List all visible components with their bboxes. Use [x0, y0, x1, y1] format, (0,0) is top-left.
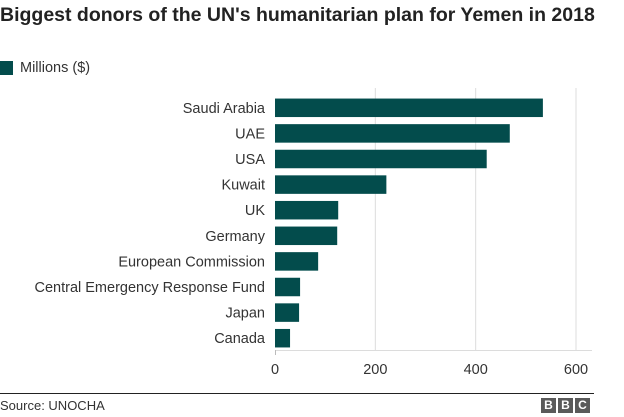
- bar: [275, 303, 300, 322]
- bbc-logo-letter: C: [575, 398, 590, 413]
- category-label: USA: [235, 152, 265, 168]
- bar: [275, 328, 291, 348]
- bar: [275, 200, 339, 220]
- bar: [275, 226, 338, 246]
- legend-swatch: [0, 61, 13, 75]
- x-tick-label: 200: [363, 362, 387, 378]
- category-label: Saudi Arabia: [183, 101, 266, 117]
- category-label: European Commission: [118, 254, 265, 270]
- bbc-logo-letter: B: [541, 398, 556, 413]
- category-label: UK: [245, 203, 265, 219]
- category-label: Kuwait: [221, 178, 265, 194]
- x-tick-label: 400: [464, 362, 488, 378]
- bar: [275, 252, 319, 271]
- legend-label: Millions ($): [20, 60, 91, 76]
- x-tick-label: 600: [564, 362, 588, 378]
- category-label: Central Emergency Response Fund: [34, 280, 265, 296]
- category-label: Japan: [225, 306, 265, 322]
- x-tick-label: 0: [271, 362, 279, 378]
- bar: [275, 124, 510, 143]
- bar: [275, 175, 387, 194]
- bar: [275, 149, 487, 169]
- source-text: Source: UNOCHA: [0, 398, 105, 413]
- bbc-logo-letter: B: [558, 398, 573, 413]
- bbc-logo: B B C: [541, 398, 590, 413]
- bar: [275, 277, 301, 297]
- category-label: UAE: [235, 126, 265, 142]
- category-label: Canada: [214, 331, 266, 347]
- bar: [275, 98, 543, 118]
- chart-title: Biggest donors of the UN's humanitarian …: [0, 4, 595, 26]
- legend: Millions ($): [0, 60, 90, 76]
- footer-divider: [0, 393, 594, 394]
- category-label: Germany: [205, 229, 265, 245]
